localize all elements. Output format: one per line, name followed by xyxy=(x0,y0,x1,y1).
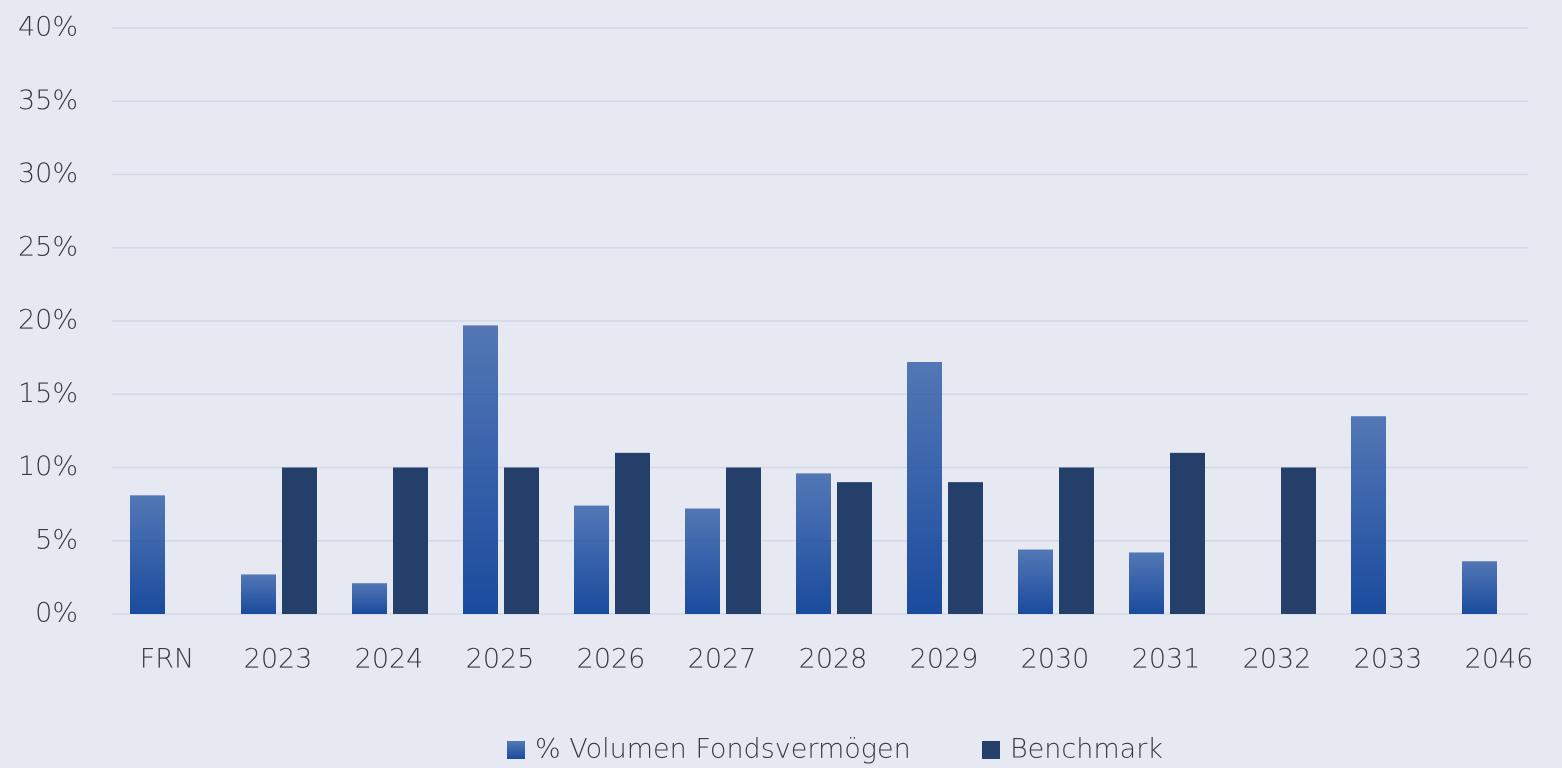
x-tick-label: 2025 xyxy=(466,644,535,675)
x-tick-label: 2030 xyxy=(1021,644,1090,675)
bar xyxy=(837,482,872,614)
bar xyxy=(282,467,317,614)
y-tick-label: 15% xyxy=(18,378,78,409)
x-tick-label: 2033 xyxy=(1354,644,1423,675)
bar xyxy=(1351,416,1386,614)
bar xyxy=(574,505,609,614)
bar xyxy=(393,467,428,614)
y-tick-label: 25% xyxy=(18,231,78,262)
legend-label: Benchmark xyxy=(1010,734,1163,765)
bar xyxy=(685,508,720,614)
x-tick-label: 2026 xyxy=(577,644,646,675)
x-tick-label: 2027 xyxy=(688,644,757,675)
y-tick-label: 20% xyxy=(18,305,78,336)
legend-label: % Volumen Fondsvermögen xyxy=(535,734,911,765)
y-tick-label: 5% xyxy=(35,524,78,555)
bar xyxy=(796,473,831,614)
y-tick-label: 30% xyxy=(18,158,78,189)
x-tick-label: 2023 xyxy=(244,644,313,675)
x-tick-label: 2028 xyxy=(799,644,868,675)
bar xyxy=(130,495,165,614)
bar xyxy=(241,574,276,614)
bar xyxy=(615,452,650,614)
x-tick-label: 2031 xyxy=(1132,644,1201,675)
x-tick-label: 2029 xyxy=(910,644,979,675)
y-tick-label: 35% xyxy=(18,85,78,116)
bar xyxy=(1170,452,1205,614)
bar xyxy=(948,482,983,614)
x-tick-label: 2046 xyxy=(1465,644,1534,675)
legend-swatch xyxy=(982,741,1000,759)
bar xyxy=(1462,561,1497,614)
bar xyxy=(1281,467,1316,614)
x-tick-label: 2032 xyxy=(1243,644,1312,675)
bar xyxy=(907,362,942,614)
bar xyxy=(726,467,761,614)
bar xyxy=(463,325,498,614)
y-tick-label: 40% xyxy=(18,12,78,43)
bar xyxy=(504,467,539,614)
y-tick-label: 10% xyxy=(18,451,78,482)
bar xyxy=(1018,549,1053,614)
y-tick-label: 0% xyxy=(35,598,78,629)
x-tick-label: 2024 xyxy=(355,644,424,675)
legend-swatch xyxy=(507,741,525,759)
x-tick-label: FRN xyxy=(140,644,195,675)
bar xyxy=(1059,467,1094,614)
bar xyxy=(1129,552,1164,614)
bar xyxy=(352,583,387,614)
